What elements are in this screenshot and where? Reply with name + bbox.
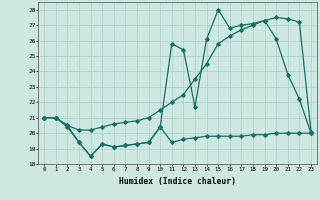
X-axis label: Humidex (Indice chaleur): Humidex (Indice chaleur) <box>119 177 236 186</box>
